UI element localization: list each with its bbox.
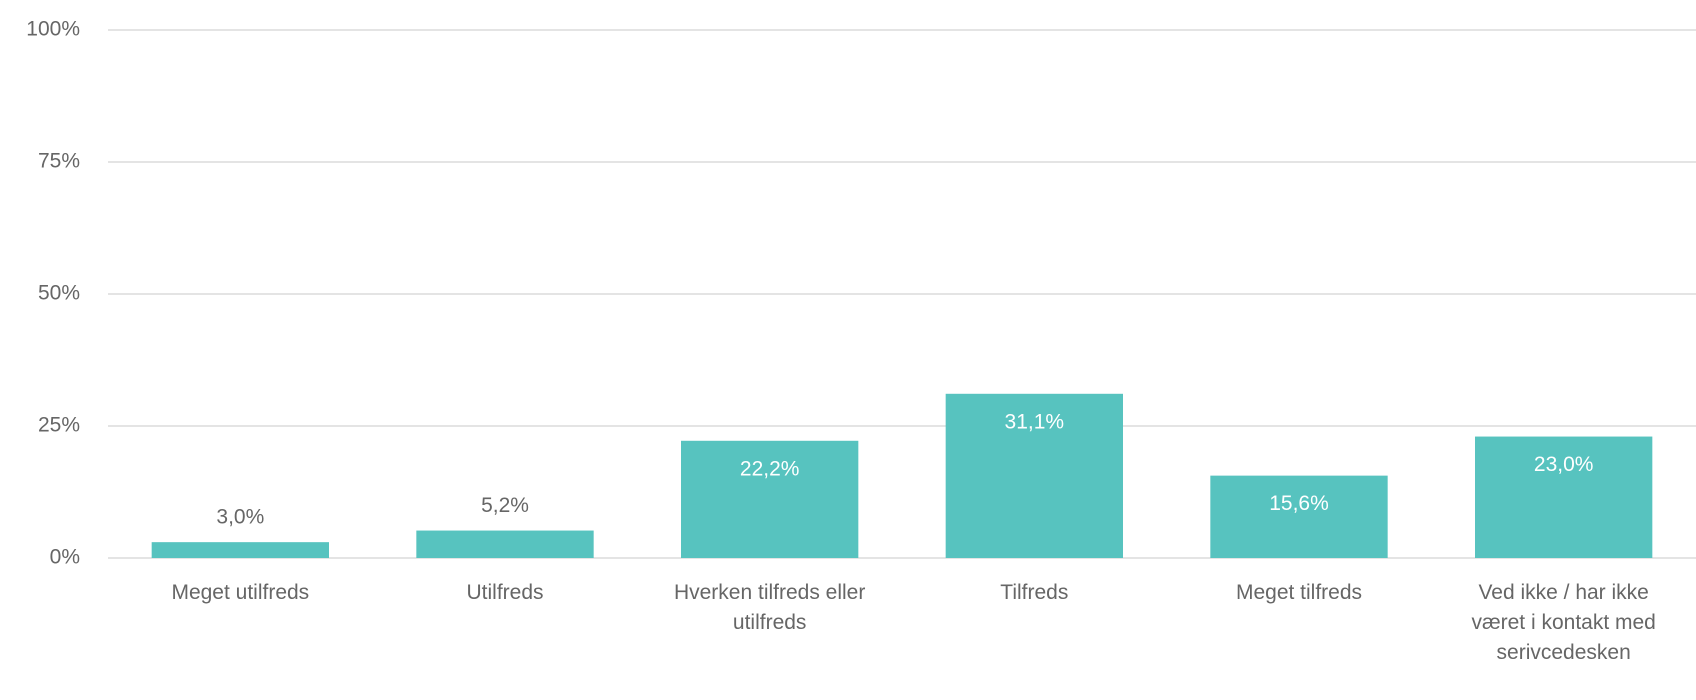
y-tick-label: 75% [38, 150, 80, 173]
value-label: 5,2% [481, 494, 529, 517]
y-tick-label: 25% [38, 414, 80, 437]
value-label: 3,0% [216, 506, 264, 529]
value-label: 23,0% [1534, 453, 1594, 476]
value-label: 15,6% [1269, 492, 1329, 515]
y-tick-label: 100% [26, 18, 80, 41]
bar [681, 440, 859, 558]
y-tick-label: 0% [50, 546, 80, 569]
x-tick-label: Hverken tilfreds eller utilfreds [673, 581, 866, 634]
bar [416, 530, 594, 558]
x-tick-label: Meget tilfreds [1235, 581, 1363, 604]
value-label: 31,1% [1005, 410, 1065, 433]
x-tick-label: Utilfreds [466, 581, 544, 604]
bar [151, 542, 329, 558]
x-tick-label: Ved ikke / har ikke været i kontakt med … [1471, 581, 1656, 664]
bar [945, 393, 1123, 558]
x-tick-label: Tilfreds [1000, 581, 1069, 604]
y-tick-label: 50% [38, 282, 80, 305]
value-label: 22,2% [740, 457, 800, 480]
bar [1475, 436, 1653, 558]
bar [1210, 475, 1388, 558]
x-tick-label: Meget utilfreds [171, 581, 310, 604]
